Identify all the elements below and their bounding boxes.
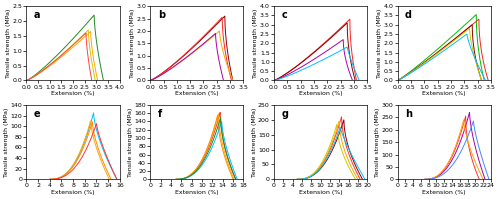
Y-axis label: Tensile strength (MPa): Tensile strength (MPa) [252,107,256,177]
Text: h: h [405,109,412,119]
Text: a: a [34,10,40,20]
Y-axis label: Tensile strength (MPa): Tensile strength (MPa) [254,9,258,78]
Text: c: c [282,10,287,20]
Text: f: f [158,109,162,119]
X-axis label: Extension (%): Extension (%) [298,190,343,195]
Y-axis label: Tensile strength (MPa): Tensile strength (MPa) [376,107,380,177]
Text: d: d [405,10,412,20]
X-axis label: Extension (%): Extension (%) [175,91,218,96]
Y-axis label: Tensile strength (MPa): Tensile strength (MPa) [128,107,133,177]
Y-axis label: Tensile strength (MPa): Tensile strength (MPa) [130,9,135,78]
Text: e: e [34,109,40,119]
X-axis label: Extension (%): Extension (%) [52,190,95,195]
X-axis label: Extension (%): Extension (%) [422,190,466,195]
Y-axis label: Tensile strength (MPa): Tensile strength (MPa) [377,9,382,78]
X-axis label: Extension (%): Extension (%) [298,91,343,96]
X-axis label: Extension (%): Extension (%) [175,190,218,195]
Text: b: b [158,10,165,20]
Y-axis label: Tensile strength (MPa): Tensile strength (MPa) [4,107,9,177]
Text: g: g [282,109,288,119]
X-axis label: Extension (%): Extension (%) [422,91,466,96]
Y-axis label: Tensile strength (MPa): Tensile strength (MPa) [6,9,11,78]
X-axis label: Extension (%): Extension (%) [52,91,95,96]
